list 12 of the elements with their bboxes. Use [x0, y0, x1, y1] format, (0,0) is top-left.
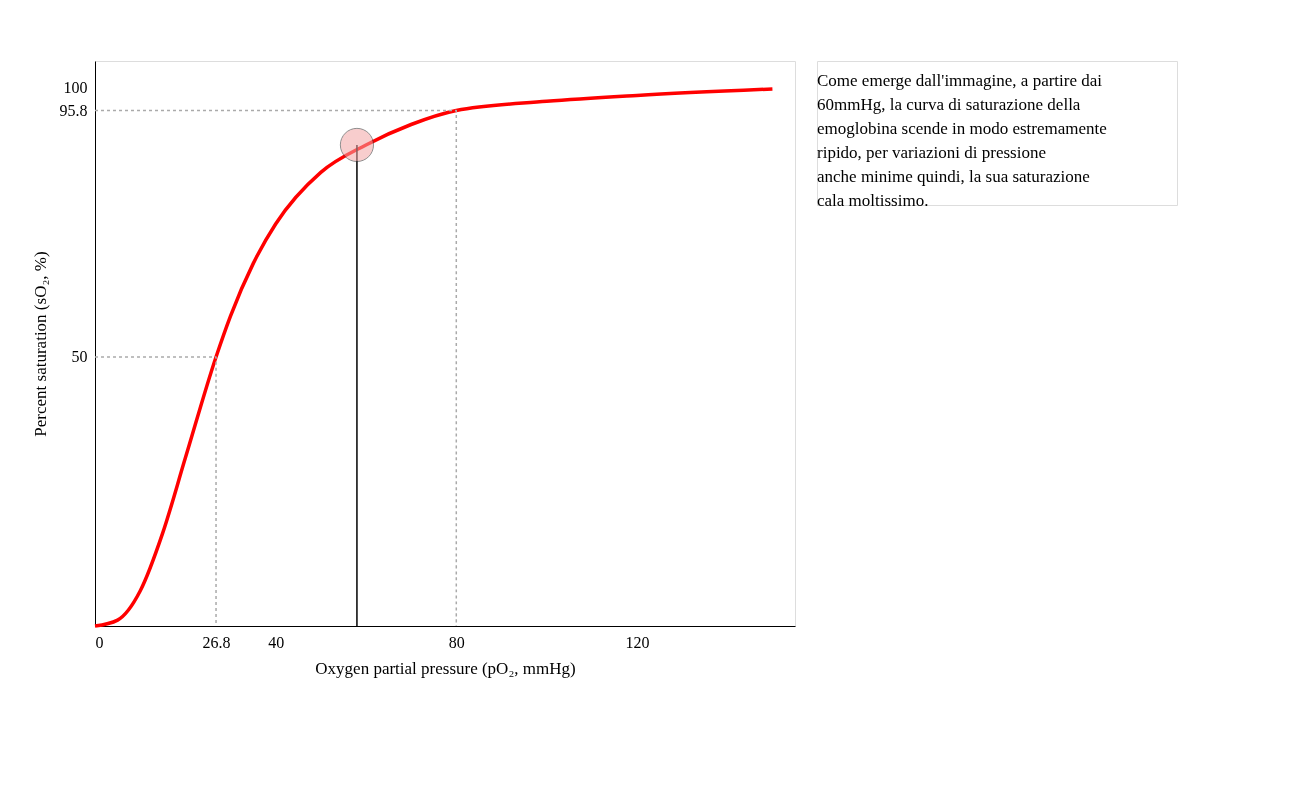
- line-series: [93, 87, 775, 628]
- x-tick-label: 120: [625, 633, 650, 651]
- x-tick-label: 40: [268, 633, 285, 651]
- text: Come emerge dall'immagine, a partire dai 60mmHg, la curva di saturazione della emoglobina scende in modo estremamente ripido, per variazioni di pressione anche minime quindi, la sua saturazione cala moltissimo.: [817, 71, 1107, 210]
- x-axis-title: Oxygen partial pressure (pO₂, mmHg): [315, 658, 576, 678]
- y-tick-label: 50: [71, 348, 88, 366]
- y-tick-label: 95.8: [59, 102, 88, 119]
- y-axis-title: Percent saturation (sO₂, %): [30, 251, 50, 437]
- x-tick-label: 80: [448, 633, 465, 651]
- x-tick-label: 26.8: [202, 633, 231, 651]
- y-tick-label: 100: [63, 79, 88, 97]
- x-tick-label: 0: [95, 633, 104, 651]
